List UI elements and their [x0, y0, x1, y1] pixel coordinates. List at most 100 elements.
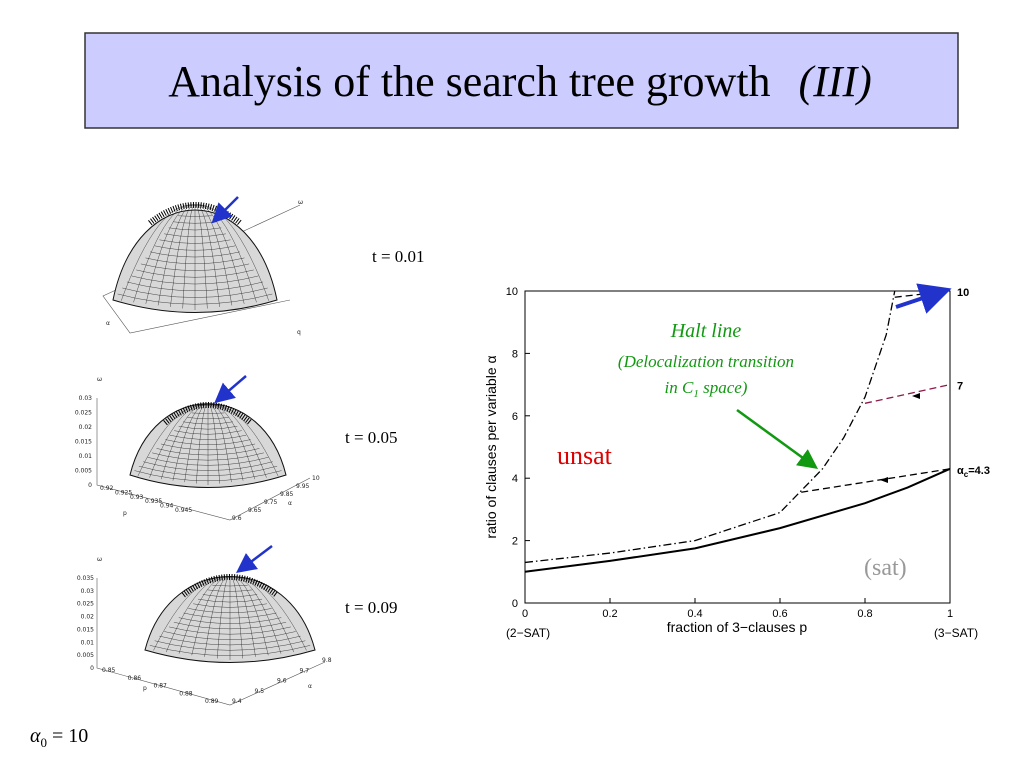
y-tick-label: 9.95	[296, 483, 310, 490]
y-tick-label: 9.6	[232, 515, 242, 522]
z-axis-label: ω	[298, 199, 303, 206]
z-tick-label: 0.035	[77, 575, 94, 582]
x-tick-label: 0.935	[145, 498, 162, 505]
x-tick-label: 0.945	[175, 507, 192, 514]
y-tick-label: 9.4	[232, 698, 242, 705]
z-tick-label: 0.02	[79, 424, 93, 431]
z-tick-label: 0.01	[79, 453, 93, 460]
pointer-arrow	[211, 196, 239, 224]
x-axis-label: p	[123, 510, 127, 517]
y-tick-label: 9.75	[264, 499, 278, 506]
halt-desc-text: in C	[665, 378, 694, 397]
trajectory-arrowhead	[880, 477, 888, 483]
x-tick-label: 0.86	[128, 675, 142, 682]
right-label: 7	[957, 381, 963, 393]
surface-meridian	[196, 404, 209, 484]
z-tick-label: 0.015	[75, 439, 92, 446]
x-axis-label: α	[106, 320, 110, 327]
surface-meridian	[229, 576, 282, 654]
x-axis-title: fraction of 3−clauses p	[667, 619, 808, 635]
surface-meridian	[194, 204, 245, 304]
z-tick-label: 0.03	[81, 588, 95, 595]
right-label-rest: =4.3	[968, 465, 990, 477]
x-tick-label: 0.8	[857, 608, 872, 620]
z-tick-label: 0.015	[77, 626, 94, 633]
y-tick-label: 9.5	[255, 688, 265, 695]
series-line	[801, 468, 951, 493]
right-label-text: α	[957, 465, 964, 477]
x-tick-label: 0.6	[772, 608, 787, 620]
right-label: αc=4.3	[957, 465, 990, 479]
y-axis-label: α	[288, 500, 292, 507]
z-tick-label: 0.025	[75, 410, 92, 417]
z-tick-label: 0	[88, 482, 92, 489]
x-tick-label: 0.87	[154, 683, 168, 690]
x-tick-label: 0.2	[602, 608, 617, 620]
right-label: 10	[957, 287, 969, 299]
pointer-arrow	[214, 375, 247, 404]
x-tick-label: 0.88	[179, 690, 193, 697]
z-axis-label: ω	[97, 556, 102, 563]
z-tick-label: 0.01	[81, 639, 95, 646]
y-tick-label: 10	[312, 475, 320, 482]
trajectory-arrowhead	[912, 393, 920, 399]
surface-meridian	[145, 204, 196, 304]
z-axis-label: ω	[97, 376, 102, 383]
halt-desc-sub: 1	[693, 388, 699, 400]
x-tick-label: 0.89	[205, 698, 219, 705]
surface-meridian	[217, 576, 231, 659]
z-tick-label: 0.03	[79, 395, 93, 402]
y-tick-label: 9.85	[280, 491, 294, 498]
series-line	[864, 383, 951, 404]
z-tick-label: 0.025	[77, 601, 94, 608]
surface-cap	[181, 574, 279, 598]
z-tick-label: 0.005	[75, 468, 92, 475]
z-tick-label: 0.02	[81, 614, 95, 621]
y-tick-label: 10	[506, 286, 518, 298]
panel-label: t = 0.01	[372, 247, 425, 266]
x-tick-label: 1	[947, 608, 953, 620]
sat-label: (sat)	[864, 555, 907, 581]
right-label-sub: c	[964, 470, 969, 479]
z-tick-label: 0.005	[77, 652, 94, 659]
y-tick-label: 8	[512, 348, 518, 360]
surface-meridian	[194, 204, 220, 307]
right-label-text: 7	[957, 381, 963, 393]
y-tick-label: 9.8	[322, 657, 332, 664]
y-axis-label: α	[308, 683, 312, 690]
x-tick-label: 0	[522, 608, 528, 620]
slide-title: Analysis of the search tree growth (III)	[168, 57, 872, 106]
surface-meridian	[191, 576, 231, 656]
x-tick-label: 0.92	[100, 485, 114, 492]
footnote-sub: 0	[41, 735, 48, 750]
panel-frame	[96, 578, 326, 706]
surface-meridian	[229, 576, 307, 651]
halt-line-title: Halt line	[670, 320, 742, 342]
halt-line-desc: (Delocalization transition	[618, 352, 794, 371]
halt-arrow	[736, 408, 819, 469]
surface-meridian	[194, 204, 257, 303]
x-tick-label: 0.925	[115, 489, 132, 496]
plot-frame	[524, 290, 951, 604]
footnote-rest: = 10	[47, 725, 88, 747]
footnote-symbol: α	[30, 725, 41, 747]
x-end-label: (3−SAT)	[934, 626, 978, 640]
y-tick-label: 6	[512, 411, 518, 423]
surface-meridian	[172, 404, 209, 481]
y-axis-title: ratio of clauses per variable α	[483, 355, 499, 538]
pointer-arrow	[895, 283, 952, 314]
title-emphasis: (III)	[799, 57, 872, 106]
y-tick-label: 4	[512, 473, 518, 485]
footnote: α0 = 10	[30, 725, 88, 750]
panel-label: t = 0.09	[345, 598, 398, 617]
surface-meridian	[170, 204, 196, 307]
panel-label: t = 0.05	[345, 428, 398, 447]
y-axis-label: q	[297, 329, 301, 336]
z-tick-label: 0	[90, 665, 94, 672]
right-label-text: 10	[957, 287, 969, 299]
x-tick-label: 0.85	[102, 667, 116, 674]
y-tick-label: 9.7	[300, 667, 310, 674]
x-axis-label: p	[143, 685, 147, 692]
series-line	[524, 467, 951, 573]
x-tick-label: 0.94	[160, 503, 174, 510]
